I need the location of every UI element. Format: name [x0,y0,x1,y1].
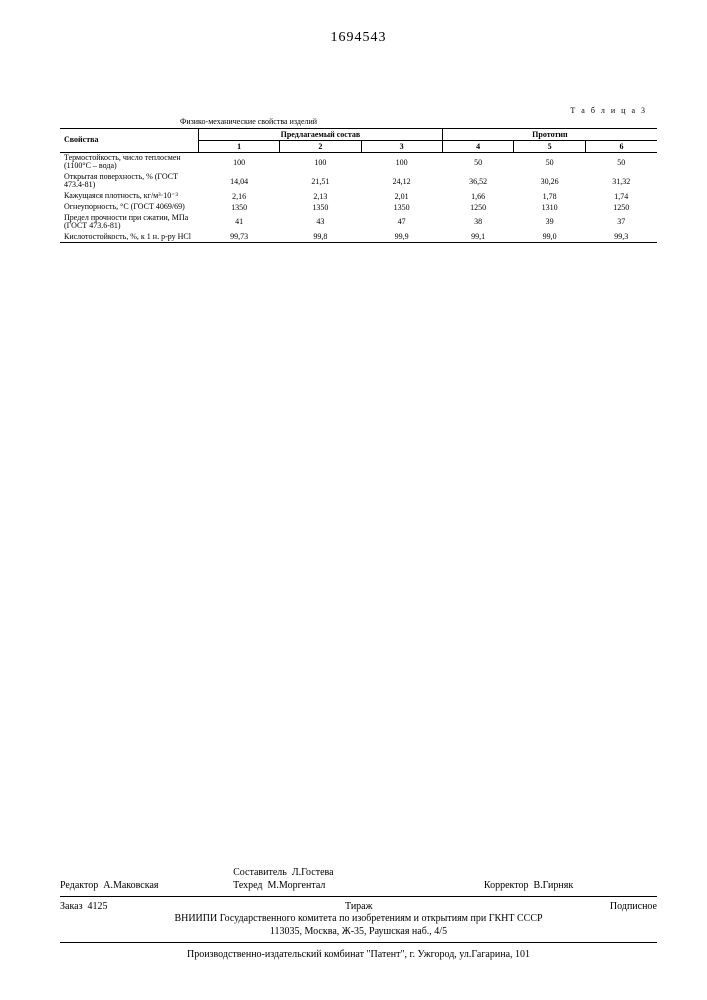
cell: 99,3 [585,231,657,243]
footer: Редактор А.Маковская Составитель Л.Госте… [60,866,657,960]
col-5: 5 [514,141,586,153]
tech-name: М.Моргентал [268,880,326,891]
table-row: Термостойкость, число теплосмен (1100°С … [60,153,657,172]
editor-block: Редактор А.Маковская [60,866,233,892]
cell: 99,0 [514,231,586,243]
cell: 14,04 [199,172,280,191]
col-group-prototype: Прототип [442,129,657,141]
table-row: Огнеупорность, °С (ГОСТ 4069/69) 1350 13… [60,202,657,213]
row-label: Кислотостойкость, %, к 1 н. р-ру HCl [60,231,199,243]
cell: 1310 [514,202,586,213]
compiler-tech-block: Составитель Л.Гостева Техред М.Моргентал [233,866,464,892]
cell: 24,12 [361,172,442,191]
col-4: 4 [442,141,514,153]
row-label: Термостойкость, число теплосмен (1100°С … [60,153,199,172]
cell: 38 [442,213,514,232]
cell: 1250 [442,202,514,213]
cell: 99,73 [199,231,280,243]
row-label: Предел прочности при сжатии, МПа (ГОСТ 4… [60,213,199,232]
row-label: Открытая поверхность, % (ГОСТ 473.4-81) [60,172,199,191]
cell: 2,13 [280,191,361,202]
col-group-proposed: Предлагаемый состав [199,129,443,141]
cell: 99,9 [361,231,442,243]
corrector-name: В.Гирняк [533,880,573,891]
table-row: Кислотостойкость, %, к 1 н. р-ру HCl 99,… [60,231,657,243]
cell: 99,8 [280,231,361,243]
cell: 43 [280,213,361,232]
cell: 50 [514,153,586,172]
cell: 36,52 [442,172,514,191]
editor-name: А.Маковская [103,880,158,891]
cell: 99,1 [442,231,514,243]
divider [60,942,657,943]
col-header-properties: Свойства [60,129,199,153]
cell: 50 [442,153,514,172]
divider [60,896,657,897]
order-row: Заказ 4125 Тираж Подписное [60,901,657,912]
col-3: 3 [361,141,442,153]
cell: 2,16 [199,191,280,202]
org-addr: 113035, Москва, Ж-35, Раушская наб., 4/5 [270,926,447,937]
cell: 31,32 [585,172,657,191]
table-row: Кажущаяся плотность, кг/м³·10⁻³ 2,16 2,1… [60,191,657,202]
cell: 100 [361,153,442,172]
cell: 100 [199,153,280,172]
col-2: 2 [280,141,361,153]
page: 1694543 Т а б л и ц а 3 Физико-механичес… [0,0,707,1000]
cell: 1,78 [514,191,586,202]
tirazh-label: Тираж [345,901,373,912]
tech-label: Техред [233,880,262,891]
compiler-label: Составитель [233,867,287,878]
cell: 100 [280,153,361,172]
credits-row: Редактор А.Маковская Составитель Л.Госте… [60,866,657,892]
org-name: ВНИИПИ Государственного комитета по изоб… [174,913,542,924]
cell: 30,26 [514,172,586,191]
table-row: Предел прочности при сжатии, МПа (ГОСТ 4… [60,213,657,232]
cell: 1,74 [585,191,657,202]
cell: 1,66 [442,191,514,202]
properties-table: Свойства Предлагаемый состав Прототип 1 … [60,128,657,243]
table-title: Физико-механические свойства изделий [60,117,657,126]
editor-label: Редактор [60,880,98,891]
podpis-label: Подписное [610,901,657,912]
corrector-block: Корректор В.Гирняк [464,866,657,892]
cell: 2,01 [361,191,442,202]
cell: 47 [361,213,442,232]
cell: 39 [514,213,586,232]
table-3: Т а б л и ц а 3 Физико-механические свой… [60,106,657,243]
cell: 1350 [199,202,280,213]
table-label: Т а б л и ц а 3 [60,106,657,115]
document-number: 1694543 [60,30,657,46]
cell: 50 [585,153,657,172]
cell: 1250 [585,202,657,213]
corrector-label: Корректор [484,880,529,891]
cell: 41 [199,213,280,232]
cell: 21,51 [280,172,361,191]
publisher-line: Производственно-издательский комбинат "П… [60,949,657,960]
zakaz-num: 4125 [88,901,108,912]
row-label: Кажущаяся плотность, кг/м³·10⁻³ [60,191,199,202]
cell: 37 [585,213,657,232]
org-block: ВНИИПИ Государственного комитета по изоб… [60,912,657,938]
col-1: 1 [199,141,280,153]
zakaz-block: Заказ 4125 [60,901,108,912]
cell: 1350 [280,202,361,213]
compiler-name: Л.Гостева [292,867,334,878]
cell: 1350 [361,202,442,213]
col-6: 6 [585,141,657,153]
zakaz-label: Заказ [60,901,83,912]
table-row: Открытая поверхность, % (ГОСТ 473.4-81) … [60,172,657,191]
row-label: Огнеупорность, °С (ГОСТ 4069/69) [60,202,199,213]
